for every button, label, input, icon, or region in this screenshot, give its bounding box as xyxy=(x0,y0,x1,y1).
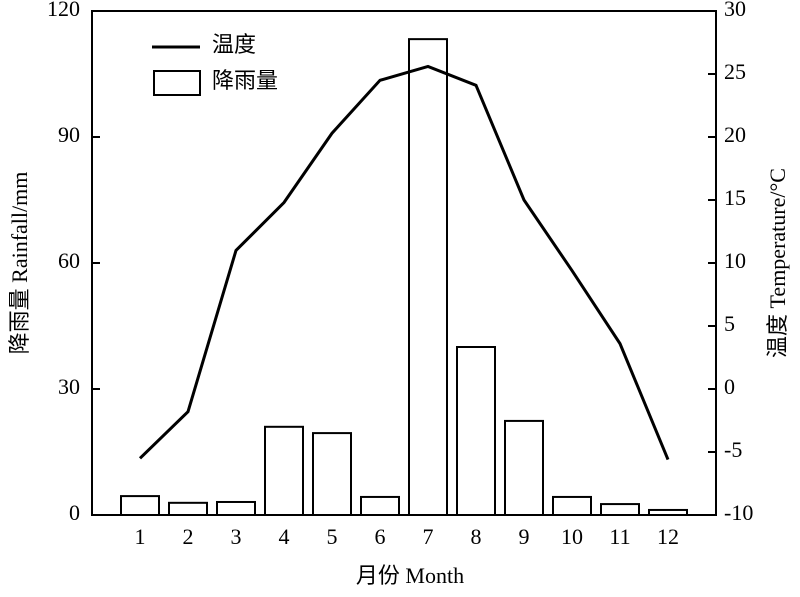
y2-tick-label: 10 xyxy=(724,248,746,273)
bar xyxy=(456,346,496,516)
x-tick-label: 12 xyxy=(657,524,679,549)
x-axis-label: 月份 Month xyxy=(356,563,464,588)
legend-box xyxy=(153,70,201,96)
temperature-line xyxy=(138,64,670,461)
x-tick-label: 1 xyxy=(135,524,146,549)
y2-tick-label: 0 xyxy=(724,374,735,399)
x-tick-label: 8 xyxy=(471,524,482,549)
y-tick-label: 90 xyxy=(58,122,80,147)
y-tick-label: 60 xyxy=(58,248,80,273)
bar xyxy=(648,508,688,516)
bar xyxy=(264,425,304,516)
x-tick-label: 10 xyxy=(561,524,583,549)
bar xyxy=(504,419,544,517)
x-tick-label: 4 xyxy=(279,524,290,549)
legend-label: 温度 xyxy=(212,32,256,57)
legend-label: 降雨量 xyxy=(212,68,278,93)
x-tick-label: 9 xyxy=(519,524,530,549)
x-tick-label: 5 xyxy=(327,524,338,549)
x-tick-label: 3 xyxy=(231,524,242,549)
y2-tick-label: 25 xyxy=(724,59,746,84)
x-tick-label: 6 xyxy=(375,524,386,549)
bar xyxy=(312,432,352,517)
y2-tick-label: -10 xyxy=(724,500,753,525)
y2-tick-label: 15 xyxy=(724,185,746,210)
y2-axis-label: 温度 Temperature/°C xyxy=(765,168,790,358)
y2-tick-label: 30 xyxy=(724,0,746,21)
y2-tick-label: 5 xyxy=(724,311,735,336)
bar xyxy=(408,38,448,516)
bar xyxy=(216,500,256,517)
y-tick-label: 30 xyxy=(58,374,80,399)
bar xyxy=(360,495,400,517)
y2-tick-label: 20 xyxy=(724,122,746,147)
bar xyxy=(168,501,208,517)
x-tick-label: 2 xyxy=(183,524,194,549)
y-tick-label: 0 xyxy=(69,500,80,525)
y-tick-label: 120 xyxy=(47,0,80,21)
x-tick-label: 7 xyxy=(423,524,434,549)
bar xyxy=(600,503,640,516)
y-axis-label: 降雨量 Rainfall/mm xyxy=(7,172,32,355)
y2-tick-label: -5 xyxy=(724,437,742,462)
x-tick-label: 11 xyxy=(609,524,630,549)
bar xyxy=(120,495,160,517)
bar xyxy=(552,495,592,517)
